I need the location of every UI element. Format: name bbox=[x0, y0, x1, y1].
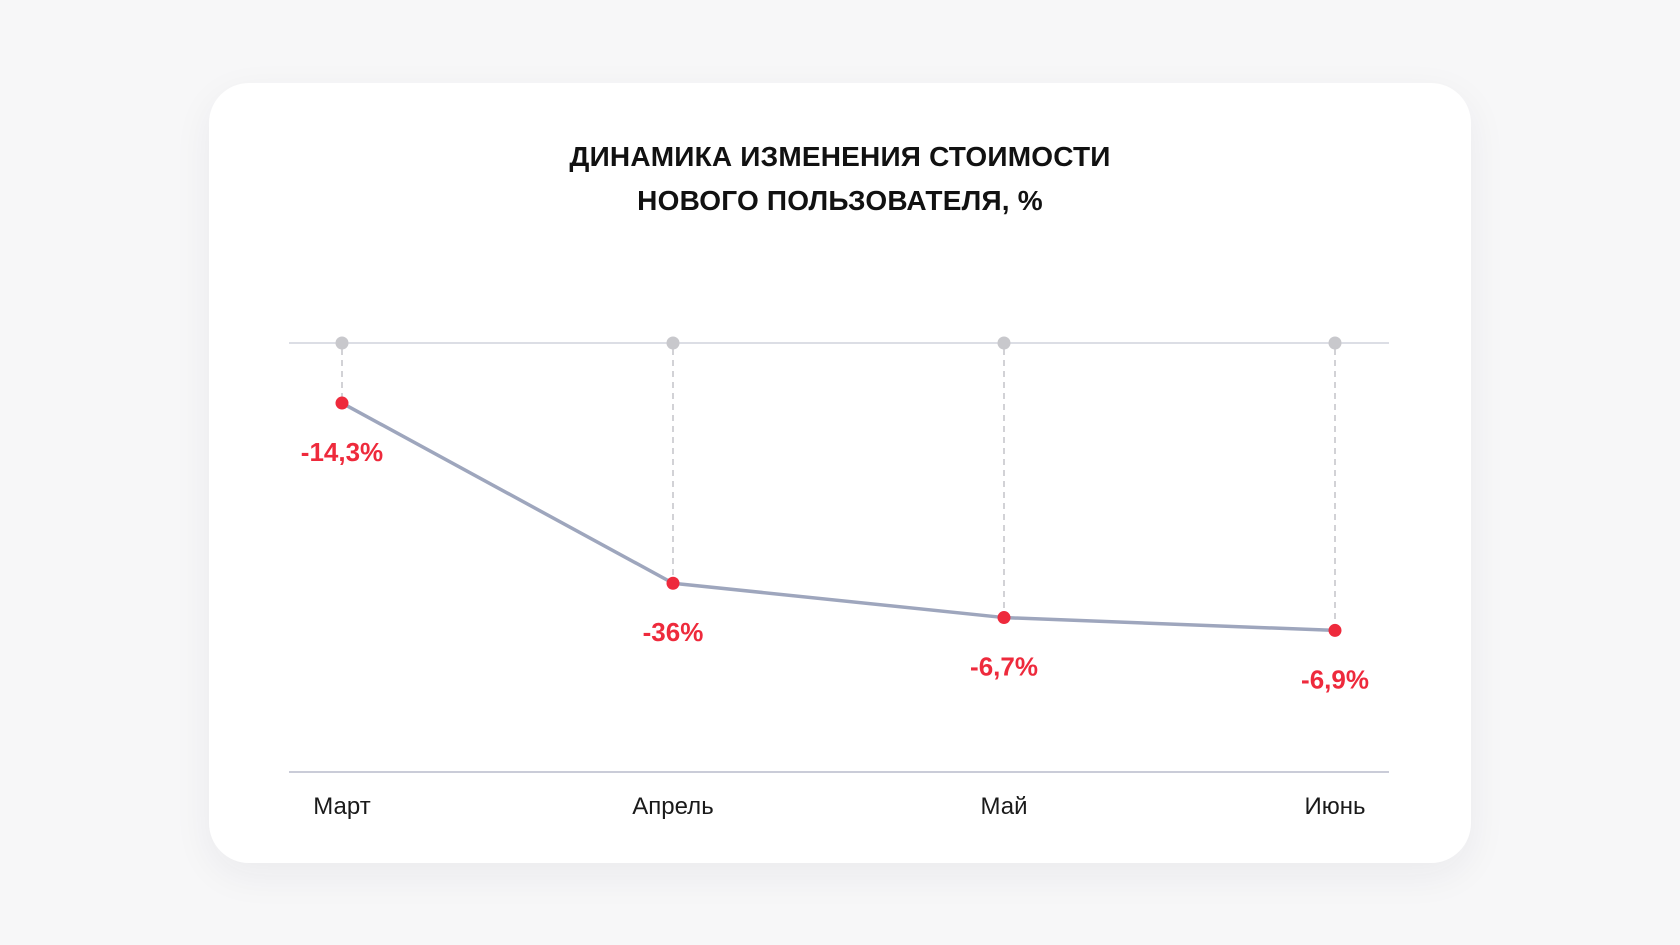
series-line bbox=[340, 401, 1337, 633]
top-marker bbox=[997, 336, 1011, 350]
guide-lines bbox=[341, 349, 1336, 631]
category-labels: Март Апрель Май Июнь bbox=[313, 793, 1365, 820]
x-tick-label: Апрель bbox=[632, 793, 713, 820]
chart-title-line-1: ДИНАМИКА ИЗМЕНЕНИЯ СТОИМОСТИ bbox=[569, 141, 1111, 172]
data-label: -6,7% bbox=[970, 652, 1038, 682]
data-label: -6,9% bbox=[1301, 664, 1369, 694]
x-tick-label: Май bbox=[980, 793, 1027, 820]
data-points bbox=[335, 396, 1342, 637]
line-chart: -14,3% -36% -6,7% -6,9% Март Апрель Май Июнь bbox=[289, 336, 1389, 820]
data-point bbox=[1328, 623, 1342, 637]
data-labels: -14,3% -36% -6,7% -6,9% bbox=[301, 437, 1369, 694]
chart-title: ДИНАМИКА ИЗМЕНЕНИЯ СТОИМОСТИ НОВОГО ПОЛЬ… bbox=[209, 135, 1471, 223]
chart-title-line-2: НОВОГО ПОЛЬЗОВАТЕЛЯ, % bbox=[637, 185, 1043, 216]
top-marker bbox=[1328, 336, 1342, 350]
x-tick-label: Март bbox=[313, 793, 370, 820]
data-label: -14,3% bbox=[301, 437, 383, 467]
chart-card: ДИНАМИКА ИЗМЕНЕНИЯ СТОИМОСТИ НОВОГО ПОЛЬ… bbox=[209, 83, 1471, 863]
data-point bbox=[997, 611, 1011, 625]
top-markers bbox=[335, 336, 1342, 350]
data-point bbox=[335, 396, 349, 410]
data-label: -36% bbox=[643, 617, 704, 647]
top-marker bbox=[666, 336, 680, 350]
x-tick-label: Июнь bbox=[1304, 793, 1365, 820]
top-marker bbox=[335, 336, 349, 350]
data-point bbox=[666, 576, 680, 590]
